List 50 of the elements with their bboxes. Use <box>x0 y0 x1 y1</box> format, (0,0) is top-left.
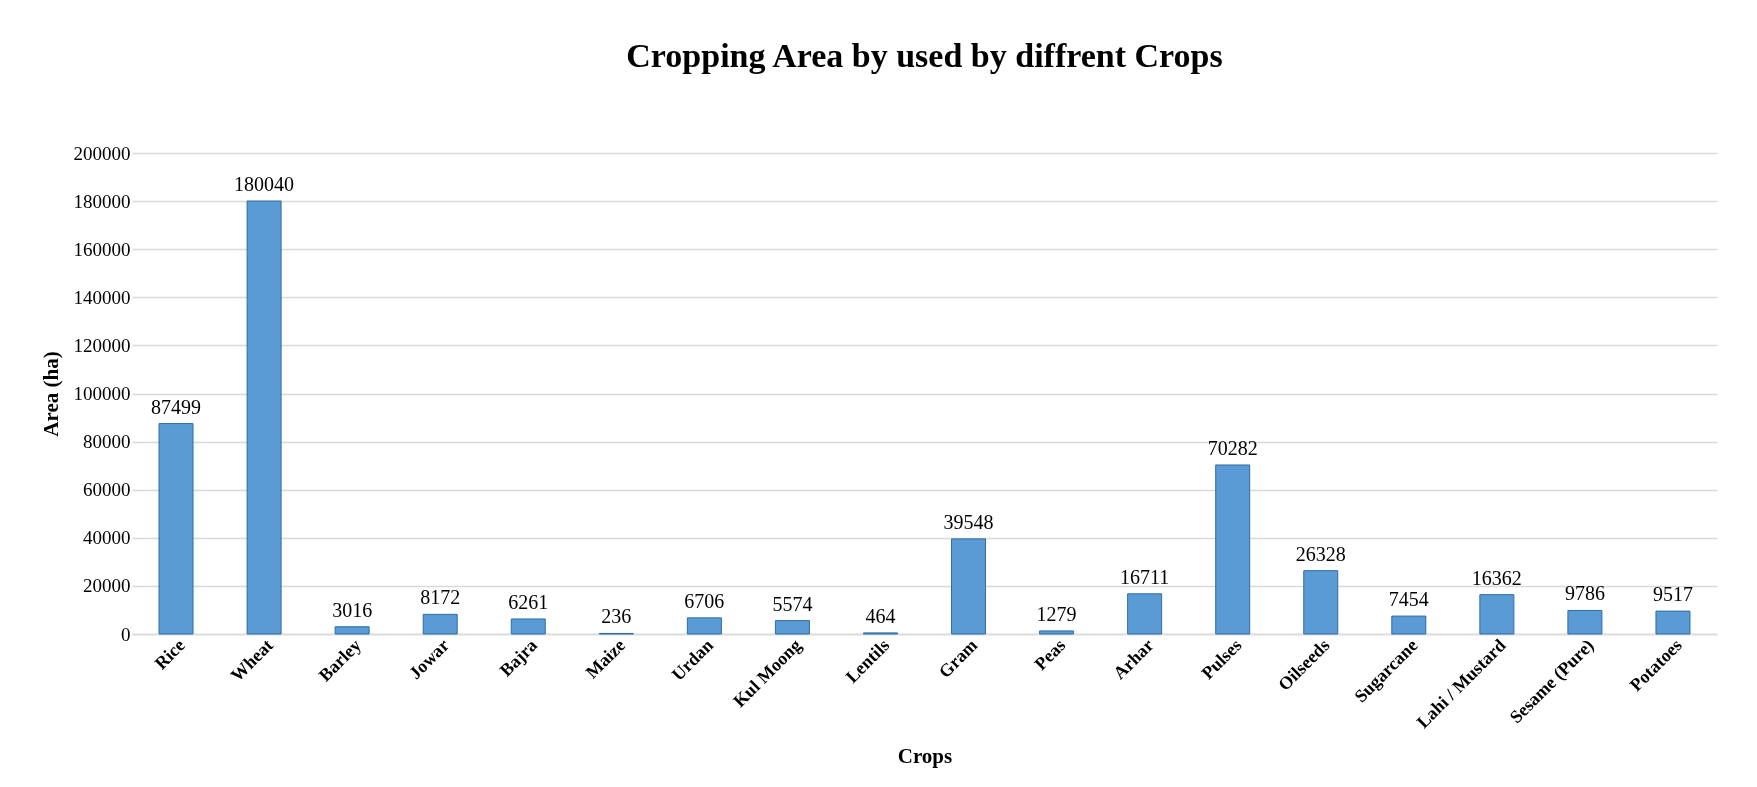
y-tick-label: 40000 <box>83 527 131 549</box>
bar <box>686 617 722 635</box>
bar <box>422 613 458 635</box>
y-tick-label: 80000 <box>83 431 131 453</box>
bar <box>1303 570 1339 635</box>
y-tick-label: 20000 <box>83 575 131 597</box>
data-label: 464 <box>865 604 896 627</box>
bar <box>1567 609 1603 635</box>
bar <box>1127 593 1163 635</box>
bar <box>510 618 546 635</box>
data-label: 5574 <box>772 592 813 615</box>
x-tick-label: Rice <box>150 635 189 674</box>
bar <box>774 620 810 635</box>
y-tick-label: 160000 <box>73 238 131 260</box>
data-label: 16362 <box>1471 566 1522 589</box>
data-label: 180040 <box>234 173 295 195</box>
bar <box>1039 630 1075 635</box>
data-label: 8172 <box>420 586 461 609</box>
bar <box>158 423 194 635</box>
data-label: 6706 <box>684 589 725 612</box>
data-label: 9517 <box>1652 583 1693 606</box>
data-label: 26328 <box>1295 542 1346 565</box>
bar <box>1391 615 1427 635</box>
data-label: 236 <box>601 605 632 628</box>
data-label: 6261 <box>508 590 549 613</box>
y-tick-label: 200000 <box>73 142 131 164</box>
y-tick-label: 120000 <box>73 334 131 356</box>
data-label: 70282 <box>1207 436 1258 459</box>
y-axis-title: Area (ha) <box>38 351 63 437</box>
data-label: 16711 <box>1120 565 1170 588</box>
bar <box>246 200 282 635</box>
data-label: 87499 <box>151 395 202 418</box>
bar <box>334 626 370 635</box>
data-label: 7454 <box>1388 588 1429 611</box>
data-label: 39548 <box>943 510 994 533</box>
y-tick-label: 60000 <box>83 479 131 501</box>
bar <box>1655 610 1691 635</box>
chart-title: Cropping Area by used by diffrent Crops <box>626 37 1223 74</box>
y-tick-label: 180000 <box>73 190 131 212</box>
data-label: 3016 <box>332 598 373 621</box>
y-tick-label: 100000 <box>73 383 131 404</box>
x-tick-label: Peas <box>1030 635 1070 674</box>
x-axis-title: Crops <box>897 743 953 768</box>
y-tick-label: 140000 <box>73 286 131 308</box>
bar <box>951 538 987 635</box>
y-tick-label: 0 <box>121 623 131 645</box>
data-label: 9786 <box>1564 582 1605 605</box>
bar <box>1215 464 1251 635</box>
bar <box>1479 594 1515 635</box>
data-label: 1279 <box>1036 602 1077 625</box>
